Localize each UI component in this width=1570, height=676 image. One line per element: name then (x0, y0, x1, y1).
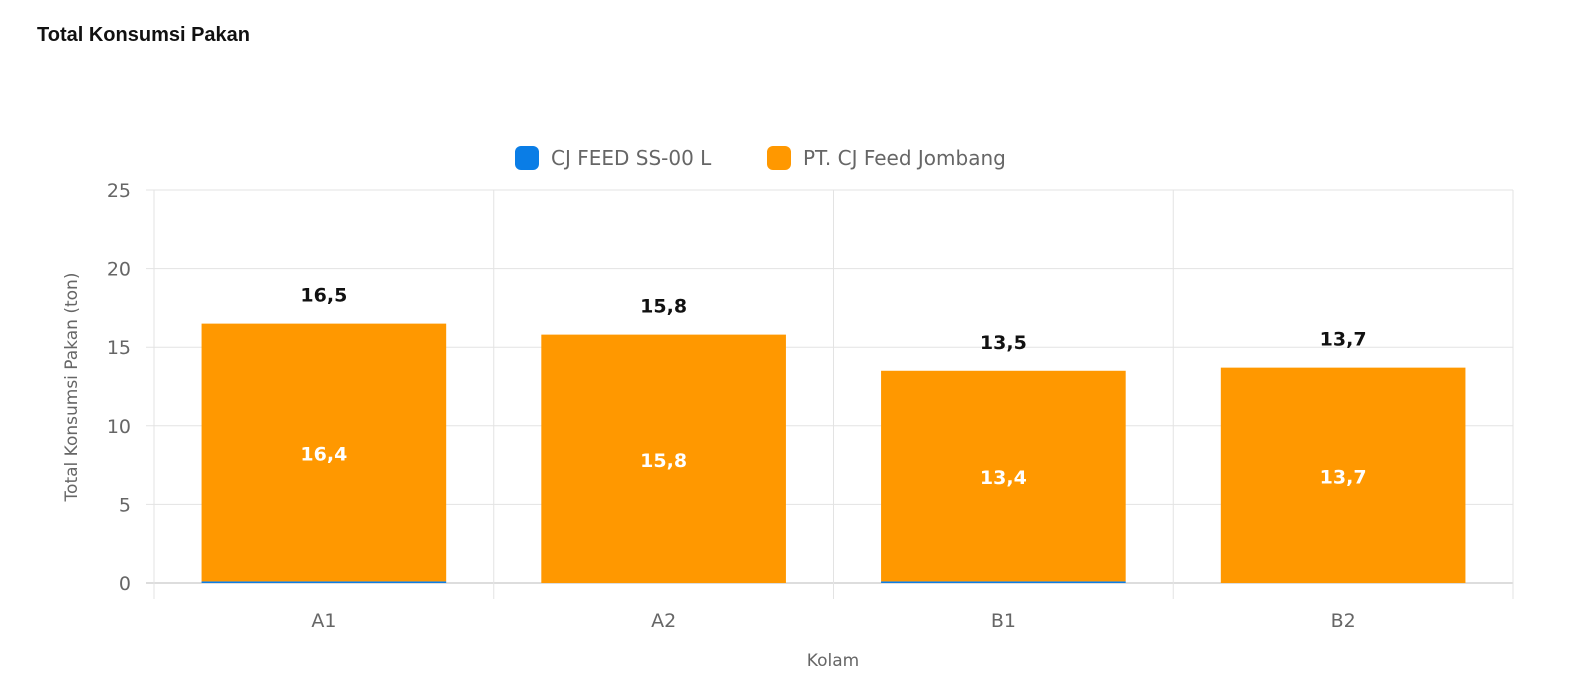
chart-card-title: Total Konsumsi Pakan (37, 24, 251, 46)
legend-swatch-icon (515, 146, 539, 170)
x-tick-label: B1 (991, 610, 1016, 632)
bar-total-label: 13,5 (980, 332, 1027, 354)
bar-value-label: 13,4 (980, 467, 1027, 489)
y-tick-label: 20 (107, 259, 131, 281)
y-axis-title: Total Konsumsi Pakan (ton) (62, 273, 82, 503)
legend-swatch-icon (767, 146, 791, 170)
y-tick-label: 10 (107, 416, 131, 438)
bar-pt-cj-feed-jombang (1220, 367, 1466, 583)
bar-total-label: 16,5 (300, 285, 347, 307)
legend-label: PT. CJ Feed Jombang (803, 146, 1006, 170)
bar-cj-feed-ss-00-l (201, 581, 447, 583)
labels: A1 16,4 16,5 A2 15,8 15,8 B1 13,4 13,5 B2 13,7 13,7 (300, 285, 1366, 632)
bar-pt-cj-feed-jombang (541, 334, 786, 583)
x-axis-title: Kolam (807, 651, 859, 671)
bar-pt-cj-feed-jombang (881, 370, 1126, 582)
y-tick-label: 5 (119, 494, 131, 516)
x-tick-label: A1 (311, 610, 336, 632)
legend-label: CJ FEED SS-00 L (551, 146, 712, 170)
bar-value-label: 16,4 (300, 444, 347, 466)
y-tick-label: 15 (107, 337, 131, 359)
y-tick-label: 25 (107, 180, 131, 202)
x-tick-label: A2 (651, 610, 676, 632)
legend: CJ FEED SS-00 L PT. CJ Feed Jombang (515, 146, 1006, 170)
x-tick-label: B2 (1331, 610, 1356, 632)
bar-value-label: 15,8 (640, 450, 687, 472)
bar-pt-cj-feed-jombang (201, 323, 447, 582)
bar-total-label: 15,8 (640, 296, 687, 318)
bar-total-label: 13,7 (1320, 329, 1367, 351)
bars (201, 323, 1466, 583)
y-tick-label: 0 (119, 573, 131, 595)
bar-cj-feed-ss-00-l (881, 581, 1126, 583)
bar-value-label: 13,7 (1320, 466, 1367, 488)
